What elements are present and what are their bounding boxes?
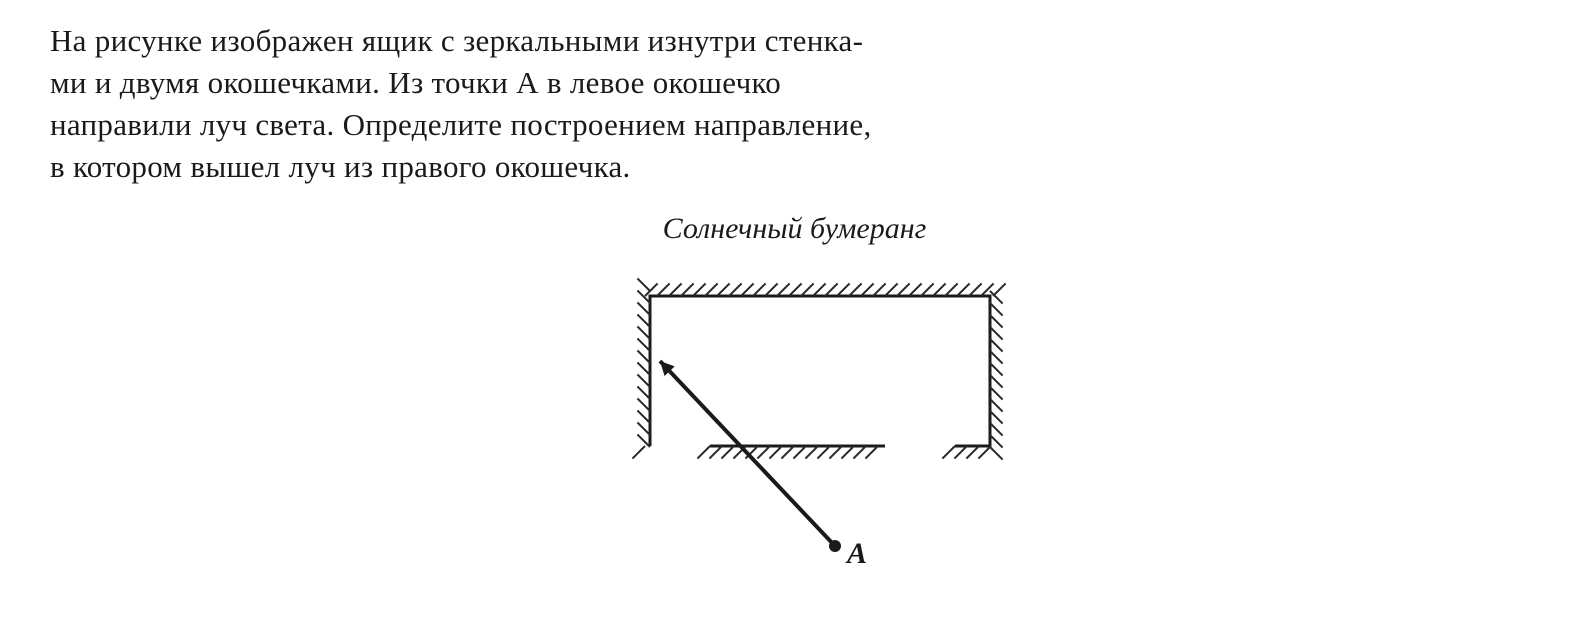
text-line-1: На рисунке изображен ящик с зеркальными … [50, 23, 863, 58]
text-line-3: направили луч света. Определите построен… [50, 107, 872, 142]
text-line-2: ми и двумя окошечками. Из точки А в лево… [50, 65, 781, 100]
problem-subtitle: Солнечный бумеранг [50, 212, 1539, 246]
problem-statement: На рисунке изображен ящик с зеркальными … [50, 20, 1539, 187]
point-a-label: A [845, 537, 867, 570]
diagram-svg: A [555, 266, 1035, 576]
mirror-box-diagram: A [555, 266, 1035, 581]
text-line-4: в котором вышел луч из правого окошечка. [50, 149, 631, 184]
diagram-container: A [50, 266, 1539, 581]
